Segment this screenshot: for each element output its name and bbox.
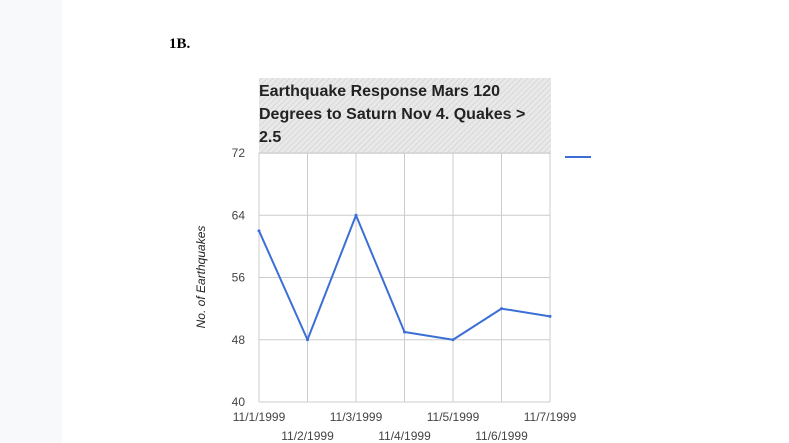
data-point (548, 314, 552, 318)
x-tick-label: 11/6/1999 (475, 429, 528, 443)
chart-title-line: Degrees to Saturn Nov 4. Quakes > (259, 106, 525, 123)
document-page (62, 0, 789, 443)
data-point (500, 307, 503, 311)
data-point (451, 338, 455, 342)
y-tick-label: 72 (232, 146, 246, 160)
chart-title-line: Earthquake Response Mars 120 (259, 83, 500, 100)
section-label: 1B. (169, 36, 191, 52)
data-point (306, 338, 309, 342)
y-tick-label: 56 (232, 271, 246, 285)
x-tick-label: 11/4/1999 (378, 429, 431, 443)
data-point (354, 213, 358, 217)
y-axis-label: No. of Earthquakes (194, 226, 208, 329)
chart-series (257, 213, 552, 342)
chart-grid (258, 152, 551, 403)
y-axis-ticks: 40 48 56 64 72 (232, 146, 246, 409)
x-tick-label: 11/7/1999 (524, 410, 577, 424)
x-axis-ticks: 11/1/1999 11/2/1999 11/3/1999 11/4/1999 11/5… (233, 410, 577, 443)
x-tick-label: 11/1/1999 (233, 410, 286, 424)
data-point (403, 330, 406, 334)
data-point (257, 229, 261, 233)
x-tick-label: 11/5/1999 (427, 410, 480, 424)
y-tick-label: 64 (232, 208, 246, 222)
chart-title-background (259, 78, 551, 154)
x-tick-label: 11/2/1999 (281, 429, 334, 443)
x-tick-label: 11/3/1999 (330, 410, 383, 424)
chart-title-line: 2.5 (259, 129, 281, 146)
chart-title: Earthquake Response Mars 120 Degrees to S… (259, 83, 525, 146)
y-tick-label: 40 (232, 395, 246, 409)
y-tick-label: 48 (232, 333, 246, 347)
